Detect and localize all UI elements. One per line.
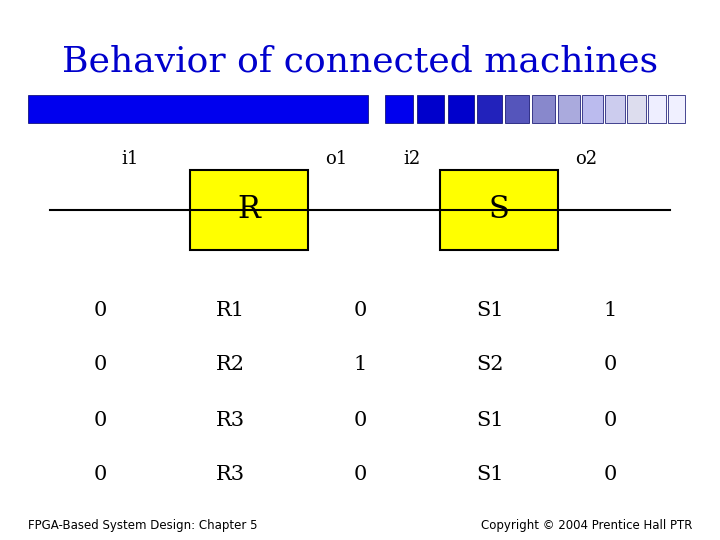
Text: 0: 0 [94, 410, 107, 429]
Text: R1: R1 [215, 300, 245, 320]
Bar [532, 95, 555, 123]
Text: 0: 0 [603, 465, 617, 484]
Text: 0: 0 [354, 410, 366, 429]
Text: R3: R3 [215, 465, 245, 484]
Bar [582, 95, 603, 123]
Text: FPGA-Based System Design: Chapter 5: FPGA-Based System Design: Chapter 5 [28, 519, 258, 532]
Bar [440, 170, 558, 250]
Text: S: S [489, 194, 510, 226]
Text: o2: o2 [575, 150, 597, 168]
Bar [417, 95, 444, 123]
Bar [477, 95, 502, 123]
Bar [626, 95, 646, 123]
Bar [605, 95, 625, 123]
Text: 0: 0 [354, 465, 366, 484]
Bar [28, 95, 368, 123]
Text: Copyright © 2004 Prentice Hall PTR: Copyright © 2004 Prentice Hall PTR [481, 519, 692, 532]
Text: S2: S2 [476, 355, 504, 375]
Bar [190, 170, 308, 250]
Text: 0: 0 [603, 410, 617, 429]
Text: 0: 0 [94, 300, 107, 320]
Text: S1: S1 [476, 465, 504, 484]
Text: 0: 0 [603, 355, 617, 375]
Text: Behavior of connected machines: Behavior of connected machines [62, 45, 658, 79]
Bar [448, 95, 474, 123]
Text: 0: 0 [94, 355, 107, 375]
Bar [505, 95, 529, 123]
Text: i2: i2 [403, 150, 420, 168]
Bar [648, 95, 666, 123]
Text: i1: i1 [121, 150, 139, 168]
Text: R2: R2 [215, 355, 245, 375]
Bar [667, 95, 685, 123]
Text: R3: R3 [215, 410, 245, 429]
Text: R: R [238, 194, 261, 226]
Bar [557, 95, 580, 123]
Bar [385, 95, 413, 123]
Text: 0: 0 [94, 465, 107, 484]
Text: S1: S1 [476, 410, 504, 429]
Text: S1: S1 [476, 300, 504, 320]
Text: 0: 0 [354, 300, 366, 320]
Text: 1: 1 [603, 300, 617, 320]
Text: o1: o1 [325, 150, 347, 168]
Text: 1: 1 [354, 355, 366, 375]
